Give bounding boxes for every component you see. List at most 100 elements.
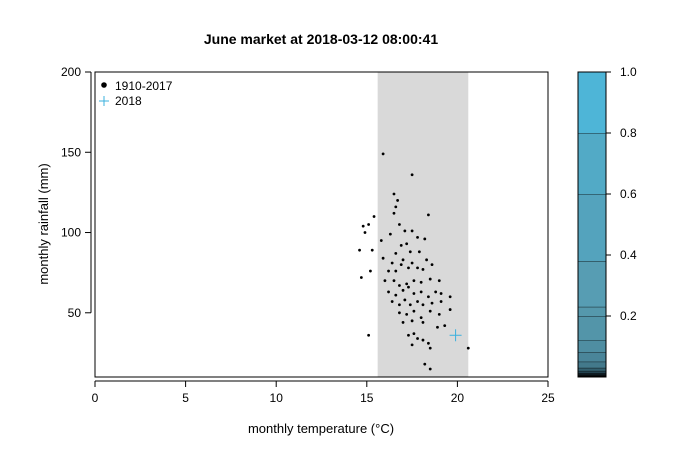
data-point-historical [405,312,409,316]
data-point-historical [372,215,376,218]
data-point-historical [412,279,416,283]
data-point-historical [398,223,401,226]
data-point-2018 [449,329,462,342]
data-point-historical [412,309,416,313]
data-point-historical [421,321,425,324]
data-point-historical [363,231,367,234]
shaded-band [377,72,469,377]
data-point-historical [403,229,407,233]
data-point-historical [410,261,414,265]
y-tick-label: 100 [61,226,81,240]
y-tick-label: 200 [61,65,81,79]
x-tick-label: 15 [360,391,374,405]
data-point-historical [448,295,452,299]
y-tick-label: 50 [68,306,82,320]
data-point-historical [401,321,405,324]
data-point-historical [416,337,419,340]
legend-marker-plus [99,96,109,106]
data-point-historical [466,346,470,350]
colorbar-segment [578,361,606,368]
x-tick-label: 25 [541,391,555,405]
data-point-historical [401,288,405,292]
data-point-historical [425,258,428,262]
data-point-historical [428,346,432,350]
data-point-historical [423,237,427,241]
data-point-historical [419,290,423,294]
data-point-historical [410,319,414,323]
data-point-historical [394,293,398,297]
plot-border [94,71,549,378]
data-point-historical [361,224,365,228]
data-point-historical [401,258,405,262]
data-point-historical [427,295,430,299]
data-point-historical [416,235,419,239]
colorbar-segment [578,375,606,377]
colorbar-segment [578,340,606,353]
data-point-historical [381,152,385,156]
plot-area [94,71,549,378]
y-axis: 50 100 150 200 [61,65,92,320]
data-point-historical [437,279,441,283]
data-point-historical [387,269,390,273]
data-point-historical [390,261,394,265]
data-point-historical [383,279,387,283]
colorbar-segment [578,306,606,316]
data-point-historical [399,263,403,267]
colorbar-tick-label: 0.2 [620,309,637,323]
colorbar-tick-label: 0.6 [620,187,637,201]
colorbar-segment [578,373,606,376]
data-point-historical [407,333,410,337]
legend-label-2018: 2018 [115,94,142,108]
colorbar-segment [578,194,606,262]
data-point-historical [448,308,452,311]
data-point-historical [421,338,425,342]
colorbar-segment [578,316,606,341]
data-point-historical [443,324,447,328]
data-point-historical [392,279,396,283]
data-point-historical [419,316,423,320]
data-point-historical [359,276,363,279]
data-point-historical [430,301,434,305]
data-point-historical [421,303,425,307]
colorbar-tick-label: 0.4 [620,248,637,262]
legend: 1910-2017 2018 [99,79,173,108]
colorbar-tick-label: 1.0 [620,65,637,79]
data-point-historical [439,292,443,295]
colorbar-segment [578,72,606,133]
x-tick-label: 5 [182,391,189,405]
data-point-historical [427,341,430,345]
data-point-historical [369,269,372,273]
data-point-historical [439,300,443,303]
colorbar-segment [578,133,606,194]
data-point-historical [410,229,414,233]
data-point-historical [367,223,371,226]
data-point-historical [390,300,394,303]
data-point-historical [403,298,407,302]
data-point-historical [394,251,398,255]
data-point-historical [423,362,427,366]
scatter-points [358,152,470,371]
data-point-historical [394,205,398,209]
data-point-historical [394,269,398,273]
data-point-historical [408,303,412,307]
data-point-historical [392,192,396,196]
data-point-historical [419,280,423,284]
data-point-historical [405,282,409,286]
data-point-historical [437,312,441,316]
y-tick-label: 150 [61,145,81,159]
data-point-historical [398,311,401,315]
colorbar-segment [578,367,606,371]
colorbar-tick-label: 0.8 [620,126,637,140]
data-point-historical [379,239,383,242]
data-point-historical [410,343,414,347]
colorbar-segment [578,352,606,362]
data-point-historical [387,290,390,294]
x-tick-label: 20 [451,391,465,405]
data-point-historical [434,290,438,294]
data-point-historical [396,199,400,202]
data-point-historical [388,232,392,236]
data-point-historical [398,303,401,307]
colorbar: 0.2 0.4 0.6 0.8 1.0 [577,65,637,378]
data-point-historical [412,292,416,295]
